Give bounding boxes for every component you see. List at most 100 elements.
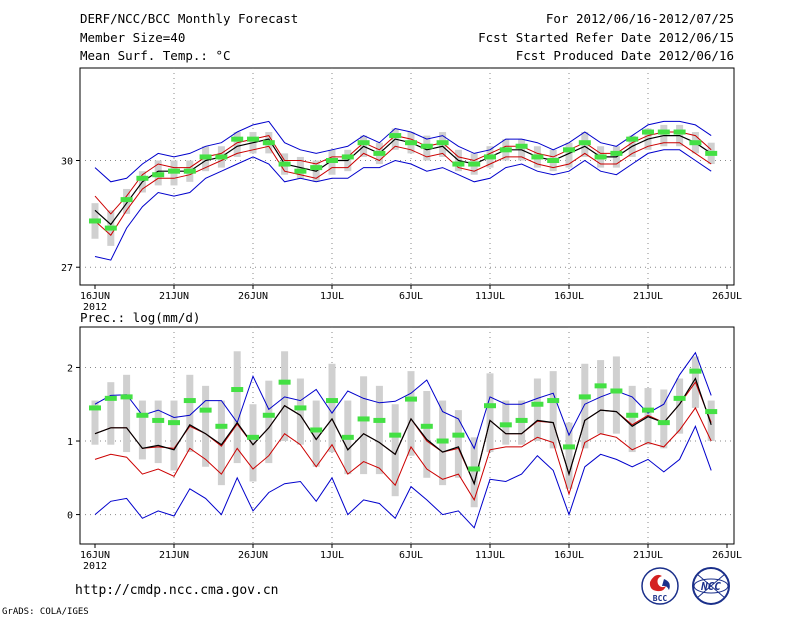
observed-marker	[231, 387, 244, 393]
observed-marker	[563, 444, 575, 450]
observed-marker	[247, 434, 259, 440]
observed-marker	[120, 197, 133, 203]
spread-bar	[407, 371, 415, 456]
observed-marker	[152, 172, 165, 178]
observed-marker	[89, 218, 101, 224]
x-tick-label: 26JUN	[238, 550, 268, 561]
source-url[interactable]: http://cmdp.ncc.cma.gov.cn	[75, 583, 279, 598]
chart-title: DERF/NCC/BCC Monthly Forecast	[80, 11, 298, 26]
observed-marker	[89, 405, 101, 411]
observed-marker	[531, 401, 544, 407]
series-sd-upper-line	[94, 131, 712, 215]
observed-marker	[104, 395, 117, 401]
x-tick-label: 26JUN	[238, 291, 268, 302]
observed-marker	[310, 427, 323, 433]
x-tick-label: 16JUL	[554, 291, 584, 302]
spread-bar	[170, 400, 178, 471]
ncc-logo: NCC	[692, 567, 730, 605]
x-tick-label: 1JUL	[320, 291, 344, 302]
x-tick-label: 16JUL	[554, 550, 584, 561]
x-tick-label: 11JUL	[475, 550, 505, 561]
observed-marker	[515, 417, 528, 423]
observed-marker	[231, 136, 244, 142]
spread-bar	[281, 351, 289, 442]
y-tick-label: 2	[67, 363, 73, 374]
observed-marker	[468, 466, 481, 472]
y-tick-label: 27	[61, 263, 73, 274]
observed-marker	[689, 140, 702, 146]
produced-date: Fcst Produced Date 2012/06/16	[516, 48, 734, 63]
observed-marker	[199, 154, 212, 160]
observed-marker	[405, 140, 417, 146]
observed-marker	[657, 420, 670, 426]
observed-marker	[673, 395, 686, 401]
precip-label: Prec.: log(mm/d)	[80, 310, 200, 325]
observed-marker	[310, 165, 323, 171]
series-sd-lower-line	[94, 142, 712, 236]
spread-bar	[391, 404, 399, 497]
observed-marker	[484, 154, 496, 160]
x-tick-label: 26JUL	[712, 291, 742, 302]
observed-marker	[373, 150, 386, 156]
observed-marker	[183, 168, 196, 174]
observed-marker	[626, 412, 639, 418]
spread-bar	[138, 400, 146, 460]
observed-marker	[705, 409, 718, 415]
observed-marker	[215, 154, 228, 160]
observed-marker	[705, 150, 718, 156]
observed-marker	[594, 154, 607, 160]
spread-bar	[312, 400, 320, 467]
series-mean-line	[94, 135, 712, 226]
spread-bar	[328, 363, 336, 453]
observed-marker	[547, 398, 560, 404]
spread-bar	[533, 378, 541, 442]
observed-marker	[294, 405, 307, 411]
observed-marker	[594, 383, 607, 389]
spread-bar	[486, 373, 494, 453]
observed-marker	[341, 154, 354, 160]
x-tick-label: 21JUN	[159, 550, 189, 561]
x-tick-label: 21JUN	[159, 291, 189, 302]
observed-marker	[499, 422, 512, 428]
variable-label: Mean Surf. Temp.: °C	[80, 48, 231, 63]
observed-marker	[357, 416, 370, 422]
observed-marker	[357, 140, 370, 146]
observed-marker	[341, 434, 354, 440]
precipitation-panel: 16JUN 21JUN 26JUN 1JUL 6JUL 11JUL 16JUL 21JUL 26…	[67, 326, 742, 572]
spread-bar	[202, 385, 210, 467]
member-size: Member Size=40	[80, 30, 185, 45]
observed-marker	[578, 394, 591, 400]
spread-bar	[423, 390, 431, 478]
observed-marker	[420, 423, 433, 429]
series-lower-line	[94, 149, 712, 261]
observed-marker	[152, 417, 165, 423]
observed-marker	[452, 432, 465, 438]
observed-marker	[405, 396, 417, 402]
y-tick-label: 0	[67, 511, 73, 522]
spread-bar	[676, 378, 684, 434]
observed-marker	[278, 161, 291, 167]
observed-marker	[168, 168, 180, 174]
spread-bar	[660, 389, 668, 449]
observed-marker	[563, 147, 575, 153]
bcc-logo: BCC	[641, 567, 679, 605]
x-tick-label: 21JUL	[633, 291, 663, 302]
observed-marker	[499, 147, 512, 153]
spread-bar	[612, 356, 620, 434]
observed-marker	[294, 168, 307, 174]
x-tick-label: 16JUN	[80, 291, 110, 302]
spread-bar	[233, 351, 241, 464]
x-tick-label: 16JUN	[80, 550, 110, 561]
observed-marker	[199, 407, 212, 413]
observed-marker	[436, 140, 449, 146]
y-tick-label: 1	[67, 437, 73, 448]
spread-bar	[454, 410, 462, 478]
observed-marker	[578, 140, 591, 146]
spread-bar	[154, 400, 162, 464]
observed-marker	[136, 412, 149, 418]
observed-marker	[531, 154, 544, 160]
bcc-logo-text: BCC	[653, 594, 668, 603]
observed-marker	[547, 157, 560, 163]
series-upper-line	[94, 351, 712, 450]
